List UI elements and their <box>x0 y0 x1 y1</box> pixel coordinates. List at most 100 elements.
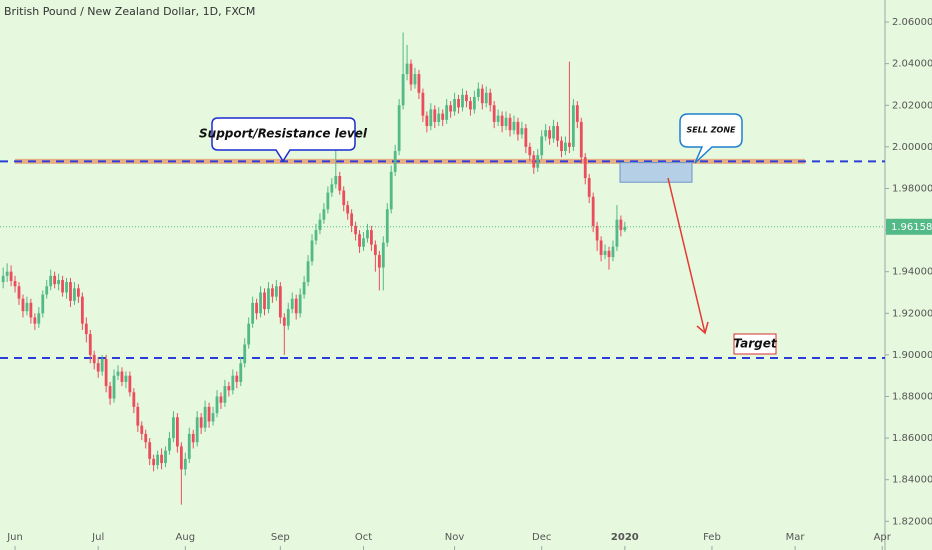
candle-body <box>583 157 587 179</box>
candle-body <box>140 425 144 434</box>
candle-body <box>132 392 136 407</box>
candle-body <box>528 146 532 156</box>
candle-body <box>88 334 92 355</box>
candle-body <box>449 105 453 112</box>
y-tick-label: 1.94000 <box>892 267 932 278</box>
candle-body <box>461 94 464 108</box>
y-tick-label: 1.82000 <box>892 516 932 527</box>
candle-body <box>49 275 53 287</box>
candle-body <box>183 458 187 470</box>
x-tick-label: Oct <box>355 532 372 543</box>
candle-body <box>437 113 441 122</box>
candle-body <box>314 230 318 241</box>
x-tick-label: Jul <box>91 532 104 543</box>
candle-body <box>37 313 41 324</box>
candle-body <box>346 205 350 214</box>
candle-body <box>84 323 88 335</box>
candle-body <box>409 63 413 85</box>
x-tick-label: 2020 <box>611 532 639 543</box>
candle-body <box>310 240 314 262</box>
candle-body <box>484 92 488 104</box>
candle-body <box>219 396 223 403</box>
candle-body <box>492 105 496 122</box>
candle-body <box>235 375 239 382</box>
candle-body <box>45 286 49 295</box>
candle-body <box>504 117 508 127</box>
candle-body <box>267 288 270 310</box>
y-tick-label: 1.88000 <box>892 391 932 402</box>
candle-body <box>532 155 536 168</box>
candle-body <box>211 413 215 422</box>
candle-body <box>80 296 84 324</box>
candle-body <box>445 105 449 120</box>
candle-body <box>429 109 433 127</box>
target-arrow <box>667 177 706 334</box>
candle-body <box>53 275 57 285</box>
candle-body <box>389 171 393 210</box>
candle-body <box>41 294 45 314</box>
candle-body <box>271 288 274 297</box>
y-tick-label: 2.06000 <box>892 17 932 28</box>
y-tick-label: 2.04000 <box>892 59 932 70</box>
candle-body <box>104 359 108 387</box>
candle-body <box>227 386 231 391</box>
candle-body <box>441 113 445 120</box>
sell-zone-label: SELL ZONE <box>687 126 737 135</box>
candle-body <box>413 74 417 85</box>
candle-body <box>571 105 575 147</box>
candle-body <box>21 298 25 312</box>
candle-body <box>120 371 124 382</box>
candle-body <box>100 359 104 372</box>
candle-body <box>362 238 365 247</box>
candle-body <box>496 115 500 122</box>
candle-body <box>619 219 623 231</box>
candle-body <box>476 88 480 97</box>
candle-body <box>156 454 159 466</box>
candle-body <box>1 275 5 283</box>
candle-body <box>540 136 544 156</box>
candle-body <box>377 255 381 268</box>
candle-body <box>500 115 504 127</box>
candle-body <box>172 417 175 439</box>
support-callout <box>211 117 356 163</box>
candle-body <box>179 446 183 470</box>
candle-body <box>207 406 211 422</box>
candle-body <box>286 309 290 326</box>
candle-body <box>469 101 472 110</box>
support-label: Support/Resistance level <box>199 127 368 141</box>
y-tick-label: 1.92000 <box>892 308 932 319</box>
x-tick-label: Mar <box>786 532 806 543</box>
candle-body <box>9 271 13 282</box>
candle-body <box>65 282 68 293</box>
candle-body <box>575 105 579 122</box>
candle-body <box>96 363 100 372</box>
last-price-tag <box>886 218 932 235</box>
candle-body <box>520 128 524 135</box>
x-tick-label: Sep <box>271 532 290 543</box>
candle-body <box>203 406 207 428</box>
candle-body <box>274 286 278 297</box>
candle-body <box>607 250 611 258</box>
candle-body <box>231 375 235 391</box>
candle-body <box>548 130 552 139</box>
candle-body <box>25 302 29 312</box>
candle-body <box>306 261 310 283</box>
y-tick-label: 1.84000 <box>892 475 932 486</box>
candle-body <box>354 225 357 235</box>
candle-body <box>17 286 21 299</box>
candle-body <box>385 209 389 243</box>
candle-body <box>457 99 460 108</box>
candle-body <box>57 279 61 285</box>
y-tick-label: 1.86000 <box>892 433 932 444</box>
candle-body <box>191 433 195 443</box>
y-tick-label: 1.90000 <box>892 350 932 361</box>
candle-body <box>144 433 148 443</box>
last-price-label: 1.96158 <box>891 222 932 233</box>
candle-body <box>544 130 548 137</box>
candle-body <box>480 88 484 104</box>
candle-body <box>358 234 361 247</box>
sell-zone <box>619 161 693 183</box>
candle-body <box>401 74 405 106</box>
x-tick-label: Dec <box>532 532 551 543</box>
candle-body <box>465 94 468 102</box>
